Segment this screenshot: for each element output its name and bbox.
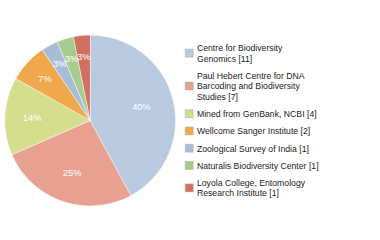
svg-text:Paul Hebert Centre for DNABarc: Paul Hebert Centre for DNABarcoding and … bbox=[197, 71, 305, 102]
svg-text:Naturalis Biodiversity Center: Naturalis Biodiversity Center [1] bbox=[197, 161, 319, 171]
svg-text:Centre for BiodiversityGenomic: Centre for BiodiversityGenomics [11] bbox=[197, 43, 283, 63]
svg-text:3%: 3% bbox=[77, 52, 90, 62]
svg-text:14%: 14% bbox=[23, 113, 42, 123]
svg-text:3%: 3% bbox=[65, 54, 78, 64]
svg-text:Zoological Survey of India [1]: Zoological Survey of India [1] bbox=[197, 144, 309, 154]
svg-text:Wellcome Sanger Institute [2]: Wellcome Sanger Institute [2] bbox=[197, 126, 310, 136]
svg-text:Mined from GenBank, NCBI [4]: Mined from GenBank, NCBI [4] bbox=[197, 109, 317, 119]
svg-text:Loyola College, EntomologyRese: Loyola College, EntomologyResearch Insti… bbox=[197, 178, 306, 198]
svg-text:25%: 25% bbox=[63, 168, 82, 178]
svg-text:40%: 40% bbox=[132, 102, 151, 112]
svg-text:7%: 7% bbox=[38, 74, 51, 84]
svg-text:3%: 3% bbox=[53, 59, 67, 70]
